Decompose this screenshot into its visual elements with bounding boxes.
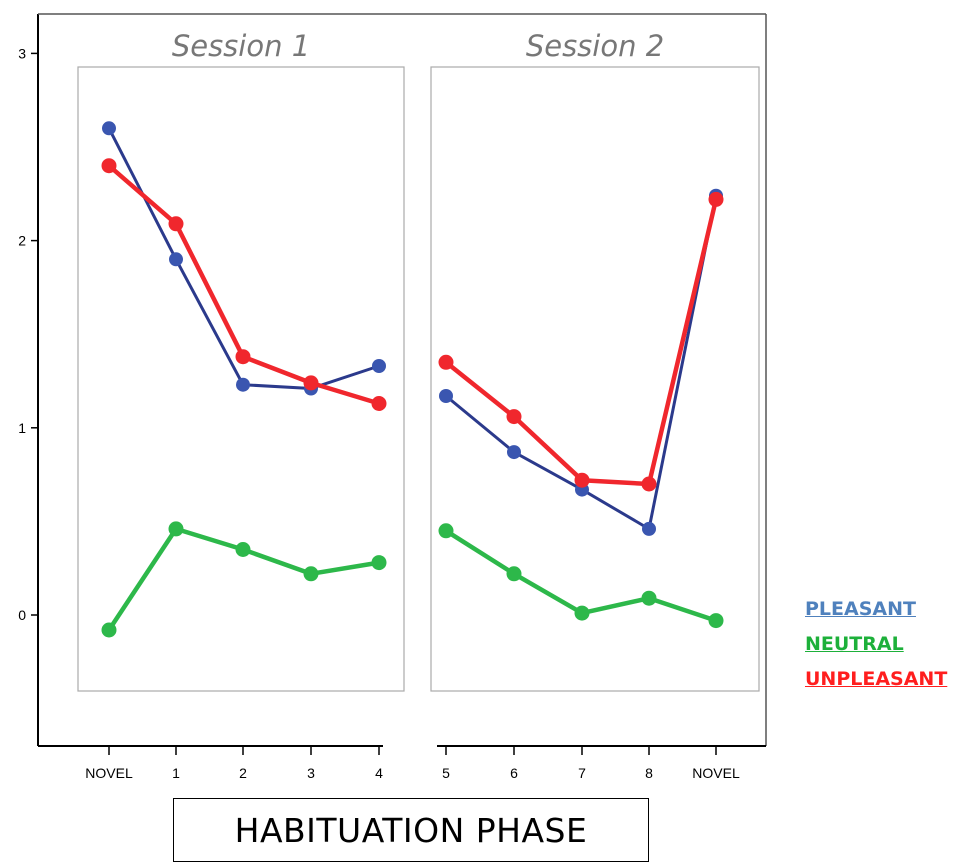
point-neutral	[641, 590, 657, 606]
point-pleasant	[102, 121, 116, 136]
point-unpleasant	[371, 396, 387, 411]
point-neutral	[168, 521, 184, 537]
point-neutral	[371, 555, 387, 571]
axes: 0 1 2 3 NOVEL 1 2 3 4 5 6 7 8 NOVEL	[18, 13, 767, 781]
point-unpleasant	[101, 158, 117, 174]
point-pleasant	[439, 389, 453, 403]
point-neutral	[235, 542, 251, 557]
panel-session-2: Session 2	[430, 29, 760, 692]
point-unpleasant	[708, 191, 724, 207]
point-unpleasant	[641, 476, 657, 492]
legend-unpleasant: UNPLEASANT	[805, 668, 948, 690]
point-neutral	[574, 605, 590, 621]
x-tick-label: 5	[442, 765, 450, 781]
point-neutral	[708, 613, 724, 629]
x-tick-label: 4	[375, 765, 383, 781]
series-line-unpleasant	[106, 163, 382, 406]
legend-neutral: NEUTRAL	[805, 633, 904, 655]
point-neutral	[438, 523, 454, 539]
point-unpleasant	[574, 472, 590, 488]
x-tick-label: NOVEL	[692, 765, 740, 781]
panel-frame	[430, 66, 760, 692]
x-axis-title-box: HABITUATION PHASE	[173, 798, 649, 862]
y-tick-label: 1	[18, 420, 26, 436]
panel-frame	[77, 66, 405, 692]
x-tick-label: 8	[645, 765, 653, 781]
point-pleasant	[372, 359, 386, 373]
point-unpleasant	[438, 354, 454, 370]
point-pleasant	[642, 521, 656, 536]
panel-session-1: Session 1	[77, 29, 405, 692]
point-pleasant	[236, 377, 250, 392]
point-neutral	[303, 566, 319, 582]
x-tick-label: 6	[510, 765, 518, 781]
point-pleasant	[507, 445, 521, 460]
x-axis-title: HABITUATION PHASE	[234, 810, 588, 850]
y-tick-label: 2	[18, 233, 26, 249]
point-unpleasant	[235, 349, 251, 365]
point-unpleasant	[303, 375, 319, 391]
x-tick-label: 1	[172, 765, 180, 781]
y-tick-label: 0	[18, 607, 26, 623]
point-unpleasant	[168, 216, 184, 232]
x-tick-label: NOVEL	[85, 765, 133, 781]
panels: Session 1 Session 2	[77, 29, 760, 692]
series-line-unpleasant	[443, 197, 719, 487]
point-neutral	[101, 622, 117, 638]
legend-pleasant: PLEASANT	[805, 598, 916, 620]
x-tick-label: 2	[239, 765, 247, 781]
point-unpleasant	[506, 409, 522, 425]
panel-title: Session 2	[526, 29, 664, 63]
point-neutral	[506, 566, 522, 582]
panel-title: Session 1	[172, 29, 310, 63]
x-tick-label: 7	[578, 765, 586, 781]
y-tick-label: 3	[18, 45, 26, 61]
x-tick-label: 3	[307, 765, 315, 781]
point-pleasant	[169, 252, 183, 267]
